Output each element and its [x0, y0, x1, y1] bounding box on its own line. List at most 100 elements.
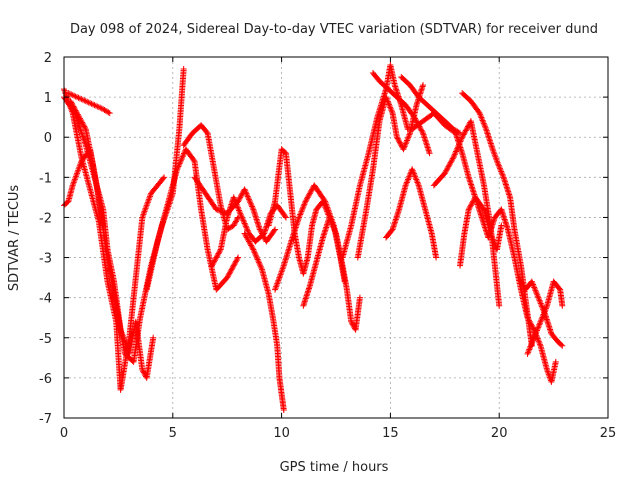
series-arc-6 [143, 146, 242, 293]
data-point [454, 144, 461, 151]
data-point [214, 206, 221, 213]
data-point [482, 124, 489, 131]
data-point [537, 318, 544, 325]
data-point [75, 112, 82, 119]
data-point [456, 141, 463, 148]
data-point [525, 349, 532, 356]
data-point [405, 134, 412, 141]
data-point [524, 314, 531, 321]
y-tick-label: 2 [44, 51, 52, 66]
data-point [296, 212, 303, 219]
data-point [525, 347, 532, 354]
data-point [177, 159, 184, 166]
data-point [247, 199, 254, 206]
data-point [236, 207, 243, 214]
data-point [527, 320, 534, 327]
data-point [236, 195, 243, 202]
data-point [282, 214, 289, 221]
data-point [280, 406, 287, 413]
data-point [243, 234, 250, 241]
series-arc-25 [524, 278, 566, 357]
data-point [540, 311, 547, 318]
data-point [281, 149, 288, 156]
data-point [526, 344, 533, 351]
data-point [532, 331, 539, 338]
data-point [74, 94, 81, 101]
data-point [246, 239, 253, 246]
data-point [542, 307, 549, 314]
data-point [456, 139, 463, 146]
data-point [410, 169, 417, 176]
y-axis-label: SDTVAR / TECUs [7, 185, 22, 292]
x-tick-label: 5 [169, 426, 177, 441]
data-point [237, 193, 244, 200]
data-point [300, 204, 307, 211]
data-point [80, 122, 87, 129]
data-point [403, 180, 410, 187]
data-point [496, 302, 503, 309]
data-point [448, 158, 455, 165]
data-point [531, 333, 538, 340]
data-point [248, 202, 255, 209]
data-point [535, 296, 542, 303]
data-point [249, 245, 256, 252]
data-point [529, 280, 536, 287]
data-point [106, 110, 113, 117]
data-point [176, 162, 183, 169]
data-point [217, 207, 224, 214]
data-point [244, 192, 251, 199]
data-point [396, 138, 403, 145]
data-point [395, 136, 402, 143]
data-point [242, 223, 249, 230]
data-point [82, 98, 89, 105]
data-point [216, 249, 223, 256]
data-point [528, 278, 535, 285]
data-point [461, 130, 468, 137]
data-point [443, 167, 450, 174]
data-point [481, 123, 488, 130]
data-point [538, 317, 545, 324]
series-arc-8 [191, 174, 279, 245]
data-point [449, 155, 456, 162]
data-point [77, 116, 84, 123]
data-point [79, 119, 86, 126]
data-point [412, 175, 419, 182]
data-point [406, 173, 413, 180]
data-point [454, 145, 461, 152]
y-tick-label: -6 [39, 372, 52, 387]
x-axis-label: GPS time / hours [280, 460, 389, 475]
data-point [230, 194, 237, 201]
data-point [70, 103, 77, 110]
data-point [528, 322, 535, 329]
data-point [530, 282, 537, 289]
data-point [209, 261, 216, 268]
data-point [402, 140, 409, 147]
data-point [231, 195, 238, 202]
data-point [452, 149, 459, 156]
data-point [404, 137, 411, 144]
data-point [68, 91, 75, 98]
data-point [457, 138, 464, 145]
data-point [253, 253, 260, 260]
data-point [383, 94, 390, 101]
data-point [489, 236, 496, 243]
data-point [242, 221, 249, 228]
data-point [535, 294, 542, 301]
data-point [231, 197, 238, 204]
data-point [533, 327, 540, 334]
data-point [516, 275, 523, 282]
data-point [417, 126, 424, 133]
data-point [559, 302, 566, 309]
data-point [530, 336, 537, 343]
data-point [212, 255, 219, 262]
data-point [524, 350, 531, 357]
data-point [529, 339, 536, 346]
data-point [237, 210, 244, 217]
data-point [528, 321, 535, 328]
data-point [84, 98, 91, 105]
data-point [401, 143, 408, 150]
data-point [245, 237, 252, 244]
data-point [412, 116, 419, 123]
data-point [230, 263, 237, 270]
data-point [495, 162, 502, 169]
